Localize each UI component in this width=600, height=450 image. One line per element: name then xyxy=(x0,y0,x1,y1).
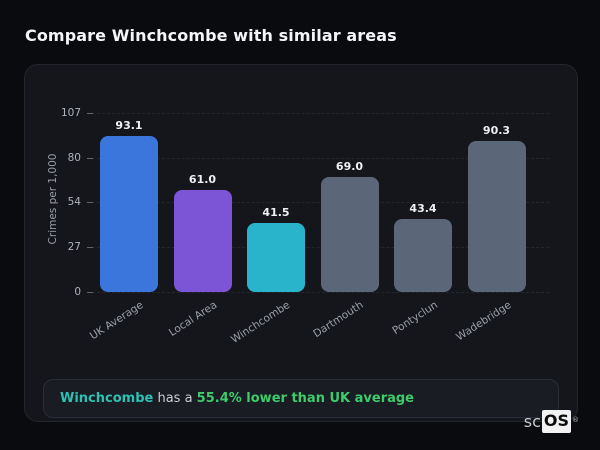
x-axis-label-pontyclun: Pontyclun xyxy=(389,299,440,338)
y-tick-label: 54 xyxy=(67,195,81,208)
registered-trademark-icon: ® xyxy=(572,416,579,424)
bar-value-label: 41.5 xyxy=(262,205,290,219)
y-tick-mark xyxy=(87,246,93,248)
x-axis-label-local-area: Local Area xyxy=(166,299,220,339)
insight-highlight: 55.4% lower than UK average xyxy=(196,391,414,406)
bar-value-label: 93.1 xyxy=(115,119,143,133)
bar-value-label: 90.3 xyxy=(482,123,511,137)
y-tick-mark xyxy=(87,158,93,160)
gridline xyxy=(87,246,549,248)
y-tick-label: 107 xyxy=(60,107,81,119)
insight-subject: Winchcombe xyxy=(60,391,154,406)
x-axis-label-uk-average: UK Average xyxy=(87,299,146,343)
plot-area: Crimes per 1,000 0 27 54 80 107 93.1 UK Averag… xyxy=(25,65,577,421)
bar-value-label: 43.4 xyxy=(409,202,437,216)
y-tick-label: 0 xyxy=(74,286,81,298)
gridline xyxy=(87,292,549,293)
page-title: Compare Winchcombe with similar areas xyxy=(25,26,397,45)
insight-box: Winchcombe has a 55.4% lower than UK ave… xyxy=(43,379,559,418)
x-axis-label-winchcombe: Winchcombe xyxy=(229,299,293,346)
bar-value-label: 61.0 xyxy=(188,172,217,186)
gridline xyxy=(87,113,549,114)
gridline xyxy=(87,158,549,160)
gridline xyxy=(87,201,549,203)
y-tick-mark xyxy=(87,292,93,293)
bar-value-label: 69.0 xyxy=(335,159,364,173)
y-tick-label: 80 xyxy=(67,152,81,165)
bar-pontyclun[interactable] xyxy=(394,219,452,292)
bar-winchcombe[interactable] xyxy=(247,222,305,292)
insight-connector: has a xyxy=(153,391,197,406)
y-tick-label: 27 xyxy=(67,240,81,253)
x-axis-label-dartmouth: Dartmouth xyxy=(311,299,367,341)
y-tick-mark xyxy=(87,113,93,114)
chart-card: Crimes per 1,000 0 27 54 80 107 93.1 UK Averag… xyxy=(24,64,578,422)
logo-suffix: OS xyxy=(541,410,571,433)
scos-logo: sc OS ® xyxy=(524,410,579,433)
x-axis-label-wadebridge: Wadebridge xyxy=(453,299,514,344)
y-tick-mark xyxy=(87,201,93,203)
bar-uk-average[interactable] xyxy=(100,136,158,292)
logo-prefix: sc xyxy=(523,412,541,431)
bar-local-area[interactable] xyxy=(173,189,232,292)
bar-dartmouth[interactable] xyxy=(320,176,379,292)
bar-wadebridge[interactable] xyxy=(467,140,526,292)
